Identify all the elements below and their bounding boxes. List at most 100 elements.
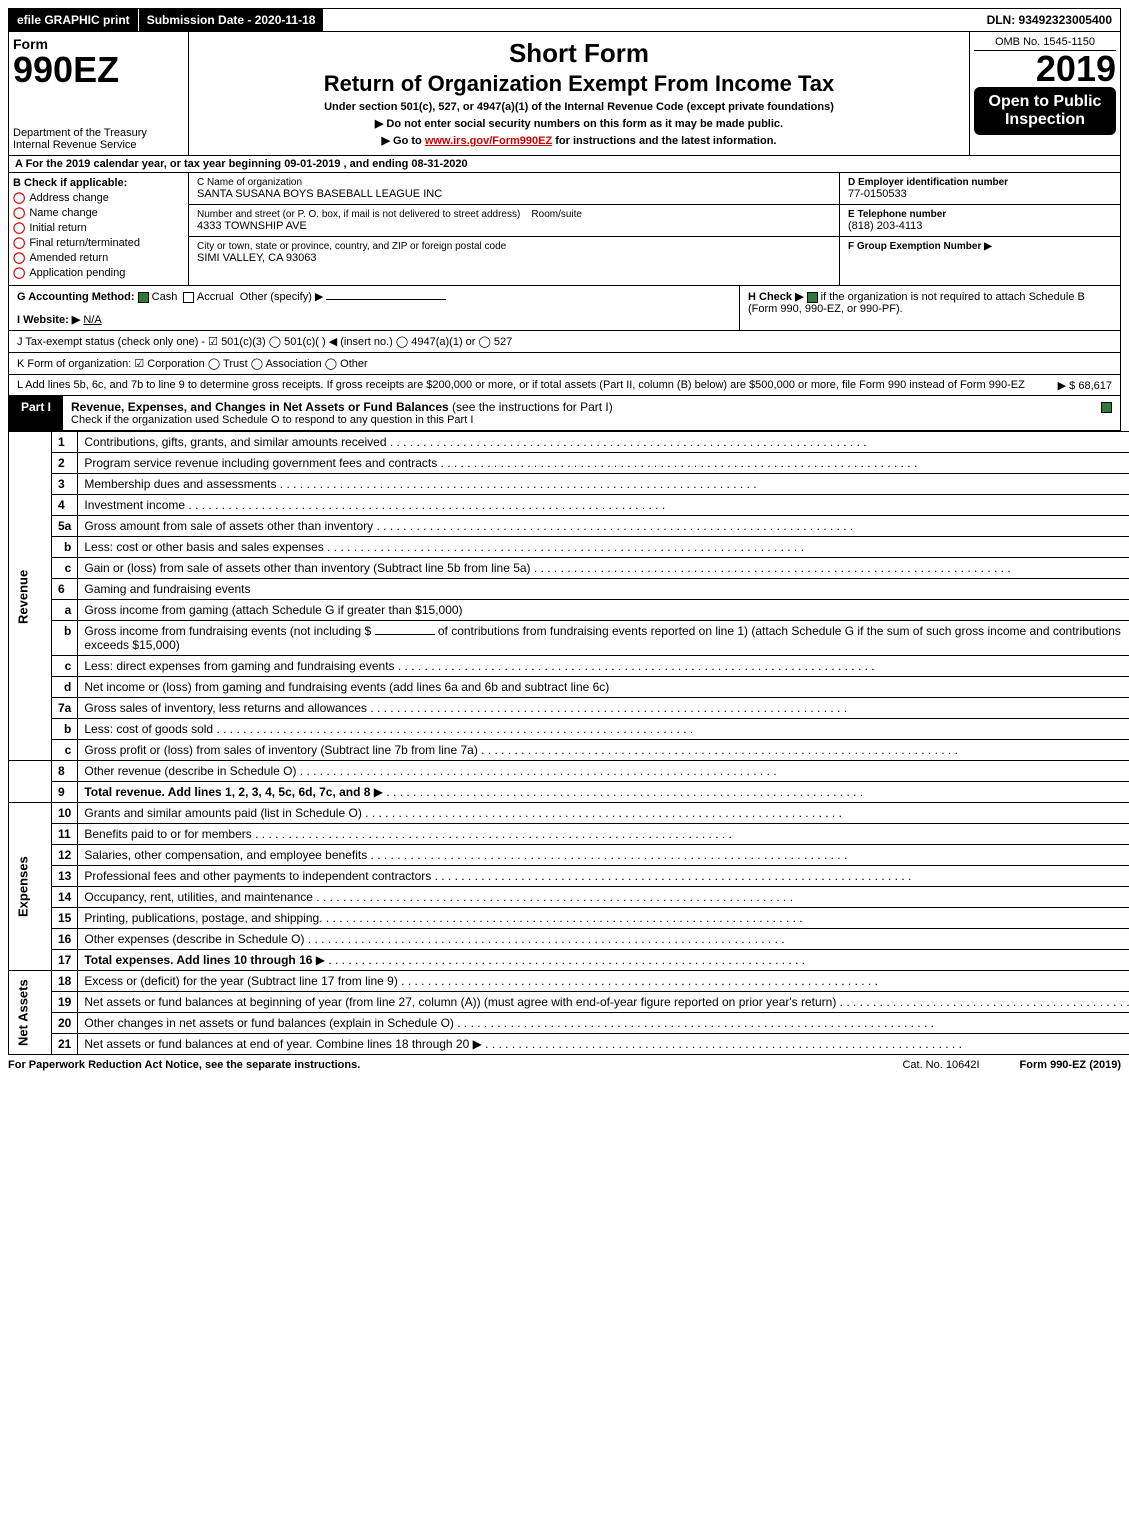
line-1-num: 1 <box>52 432 78 453</box>
line-5c-desc: Gain or (loss) from sale of assets other… <box>84 561 530 575</box>
net-assets-side-label: Net Assets <box>9 971 52 1055</box>
line-15-desc: Printing, publications, postage, and shi… <box>84 911 322 925</box>
line-4-desc: Investment income <box>84 498 185 512</box>
line-6c-desc: Less: direct expenses from gaming and fu… <box>84 659 394 673</box>
line-11-num: 11 <box>52 824 78 845</box>
submission-date: Submission Date - 2020-11-18 <box>139 9 325 31</box>
g-label: G Accounting Method: <box>17 291 135 303</box>
efile-print-button[interactable]: efile GRAPHIC print <box>9 9 139 31</box>
line-12-num: 12 <box>52 845 78 866</box>
line-2-num: 2 <box>52 453 78 474</box>
part1-sub: Check if the organization used Schedule … <box>71 414 473 426</box>
dln: DLN: 93492323005400 <box>979 9 1120 31</box>
irs-link[interactable]: www.irs.gov/Form990EZ <box>425 135 552 147</box>
line-5b-desc: Less: cost or other basis and sales expe… <box>84 540 323 554</box>
short-form-title: Short Form <box>193 38 965 69</box>
line-1-desc: Contributions, gifts, grants, and simila… <box>84 435 386 449</box>
line-9-desc: Total revenue. Add lines 1, 2, 3, 4, 5c,… <box>84 785 370 799</box>
line-6a-num: a <box>52 600 78 621</box>
line-6d-num: d <box>52 677 78 698</box>
check-initial-return[interactable]: ◯Initial return <box>13 221 184 234</box>
check-name-change[interactable]: ◯Name change <box>13 206 184 219</box>
part1-header: Part I Revenue, Expenses, and Changes in… <box>8 396 1121 431</box>
accrual-label: Accrual <box>197 291 234 303</box>
check-final-return[interactable]: ◯Final return/terminated <box>13 236 184 249</box>
line-6-num: 6 <box>52 579 78 600</box>
line-8-desc: Other revenue (describe in Schedule O) <box>84 764 296 778</box>
line-6-desc: Gaming and fundraising events <box>84 582 250 596</box>
i-label: I Website: ▶ <box>17 314 80 326</box>
row-l: L Add lines 5b, 6c, and 7b to line 9 to … <box>8 375 1121 396</box>
line-16-num: 16 <box>52 929 78 950</box>
line-7c-num: c <box>52 740 78 761</box>
d-label: D Employer identification number <box>848 177 1112 188</box>
line-14-num: 14 <box>52 887 78 908</box>
row-a-tax-year: A For the 2019 calendar year, or tax yea… <box>8 156 1121 173</box>
line-7c-desc: Gross profit or (loss) from sales of inv… <box>84 743 477 757</box>
row-j: J Tax-exempt status (check only one) - ☑… <box>8 331 1121 353</box>
line-12-desc: Salaries, other compensation, and employ… <box>84 848 367 862</box>
street-label: Number and street (or P. O. box, if mail… <box>197 209 520 220</box>
line-9-num: 9 <box>52 782 78 803</box>
line-18-num: 18 <box>52 971 78 992</box>
line-3-desc: Membership dues and assessments <box>84 477 276 491</box>
line-13-num: 13 <box>52 866 78 887</box>
dept-treasury: Department of the Treasury <box>13 127 184 139</box>
check-schedule-o[interactable] <box>1101 402 1112 413</box>
c-label: C Name of organization <box>197 177 831 188</box>
ein: 77-0150533 <box>848 188 1112 200</box>
line-7a-num: 7a <box>52 698 78 719</box>
line-19-desc: Net assets or fund balances at beginning… <box>84 995 836 1009</box>
line-11-desc: Benefits paid to or for members <box>84 827 251 841</box>
under-section: Under section 501(c), 527, or 4947(a)(1)… <box>193 101 965 113</box>
line-20-num: 20 <box>52 1013 78 1034</box>
revenue-side-label: Revenue <box>9 432 52 761</box>
check-application-pending[interactable]: ◯Application pending <box>13 266 184 279</box>
line-17-desc: Total expenses. Add lines 10 through 16 <box>84 953 312 967</box>
part1-title: Revenue, Expenses, and Changes in Net As… <box>71 400 449 414</box>
expenses-side-label: Expenses <box>9 803 52 971</box>
street-address: 4333 TOWNSHIP AVE <box>197 220 831 232</box>
form-header: Form 990EZ Department of the Treasury In… <box>8 32 1121 156</box>
line-7a-desc: Gross sales of inventory, less returns a… <box>84 701 367 715</box>
row-l-text: L Add lines 5b, 6c, and 7b to line 9 to … <box>17 379 1025 391</box>
line-5a-desc: Gross amount from sale of assets other t… <box>84 519 373 533</box>
line-10-num: 10 <box>52 803 78 824</box>
line-5a-num: 5a <box>52 516 78 537</box>
room-label: Room/suite <box>531 209 582 220</box>
line-19-num: 19 <box>52 992 78 1013</box>
paperwork-notice: For Paperwork Reduction Act Notice, see … <box>8 1059 360 1071</box>
telephone: (818) 203-4113 <box>848 220 1112 232</box>
city-label: City or town, state or province, country… <box>197 241 831 252</box>
check-address-change[interactable]: ◯Address change <box>13 191 184 204</box>
line-16-desc: Other expenses (describe in Schedule O) <box>84 932 304 946</box>
part1-hint: (see the instructions for Part I) <box>452 400 613 414</box>
line-6c-num: c <box>52 656 78 677</box>
org-name: SANTA SUSANA BOYS BASEBALL LEAGUE INC <box>197 188 831 200</box>
open-to-public: Open to Public Inspection <box>974 87 1116 135</box>
check-amended-return[interactable]: ◯Amended return <box>13 251 184 264</box>
revenue-side-label-cont <box>9 761 52 803</box>
check-accrual[interactable] <box>183 292 194 303</box>
go-to-post: for instructions and the latest informat… <box>552 135 776 147</box>
section-b: B Check if applicable: ◯Address change ◯… <box>8 173 1121 286</box>
line-3-num: 3 <box>52 474 78 495</box>
form-ref: Form 990-EZ (2019) <box>1020 1059 1121 1071</box>
line-13-desc: Professional fees and other payments to … <box>84 869 431 883</box>
check-cash[interactable] <box>138 292 149 303</box>
line-6a-desc: Gross income from gaming (attach Schedul… <box>84 603 462 617</box>
line-4-num: 4 <box>52 495 78 516</box>
row-l-amount: ▶ $ 68,617 <box>1058 379 1112 392</box>
line-6d-desc: Net income or (loss) from gaming and fun… <box>84 680 609 694</box>
line-20-desc: Other changes in net assets or fund bala… <box>84 1016 454 1030</box>
h-label: H Check ▶ <box>748 291 804 303</box>
return-title: Return of Organization Exempt From Incom… <box>193 71 965 97</box>
city-state-zip: SIMI VALLEY, CA 93063 <box>197 252 831 264</box>
tax-year: 2019 <box>974 51 1116 87</box>
line-5c-num: c <box>52 558 78 579</box>
check-h[interactable] <box>807 292 818 303</box>
part1-tag: Part I <box>9 396 63 430</box>
f-label: F Group Exemption Number ▶ <box>848 241 1112 252</box>
go-to-pre: ▶ Go to <box>382 135 425 147</box>
line-10-desc: Grants and similar amounts paid (list in… <box>84 806 361 820</box>
